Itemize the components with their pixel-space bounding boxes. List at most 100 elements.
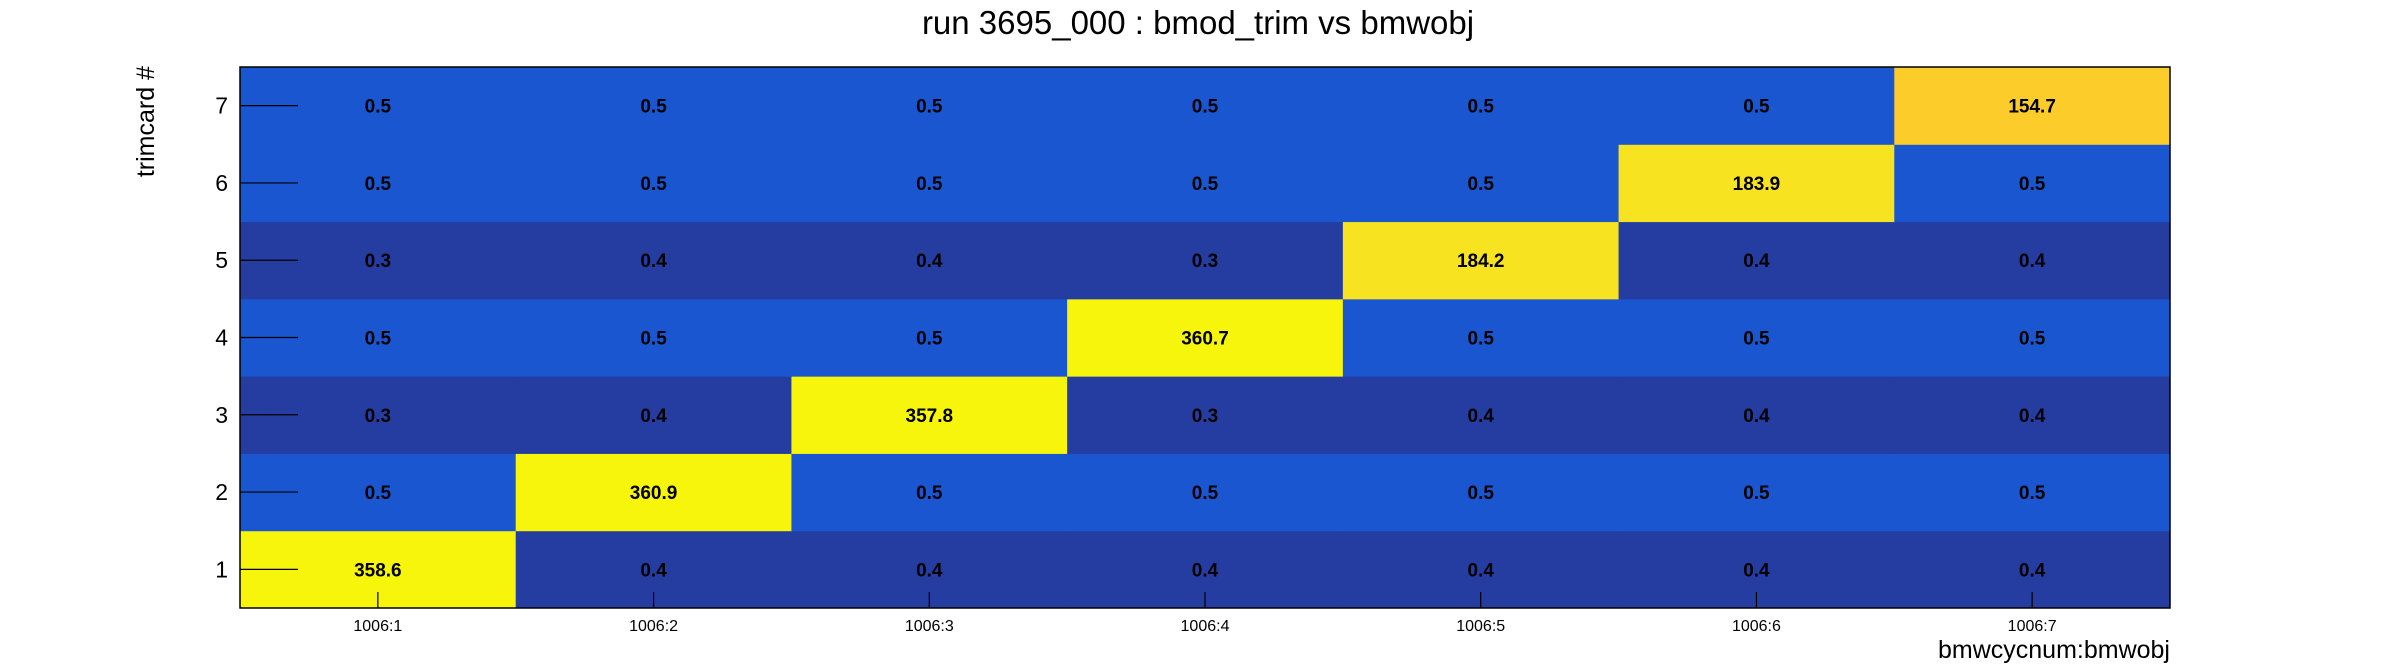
heatmap-cell [1342, 221, 1620, 300]
cell-value-label: 0.4 [1743, 406, 1770, 427]
heatmap-cell [515, 453, 792, 532]
cell-value-label: 0.4 [1468, 560, 1495, 581]
heatmap-cell [1894, 67, 2171, 145]
cell-value-label: 0.5 [365, 483, 392, 504]
heatmap-cell [1894, 376, 2171, 454]
cell-value-label: 0.5 [916, 174, 943, 195]
cell-value-label: 0.4 [1743, 560, 1770, 581]
y-tick-label: 2 [215, 479, 228, 505]
cell-value-label: 0.4 [916, 560, 943, 581]
heatmap-cell [1618, 144, 1895, 223]
heatmap-cell [1618, 453, 1895, 532]
x-tick-label: 1006:6 [1732, 618, 1781, 635]
cell-value-label: 0.4 [1743, 251, 1770, 272]
heatmap-cell [1342, 67, 1620, 145]
cell-value-label: 0.5 [1468, 483, 1495, 504]
chart-title: run 3695_000 : bmod_trim vs bmwobj [922, 4, 1474, 41]
heatmap-cell [1894, 144, 2171, 223]
x-tick-label: 1006:4 [1181, 618, 1230, 635]
cell-value-label: 0.5 [1192, 97, 1219, 118]
cell-value-label: 0.5 [1743, 329, 1770, 350]
x-tick-label: 1006:7 [2008, 618, 2057, 635]
cell-value-label: 0.5 [1743, 97, 1770, 118]
cell-value-label: 183.9 [1733, 174, 1781, 195]
heatmap-cell [1067, 298, 1344, 377]
cell-value-label: 0.4 [640, 251, 667, 272]
cell-value-label: 0.3 [1192, 251, 1218, 272]
x-tick-label: 1006:1 [353, 618, 402, 635]
heatmap-cell [515, 221, 792, 300]
y-tick-label: 5 [215, 247, 228, 273]
cell-value-label: 0.4 [2019, 406, 2046, 427]
heatmap-cell [1067, 144, 1344, 223]
heatmap-cell [791, 298, 1068, 377]
cell-value-label: 0.3 [1192, 406, 1218, 427]
heatmap-cell [791, 67, 1068, 145]
heatmap-cell [1894, 221, 2171, 300]
heatmap-cell [791, 453, 1068, 532]
cell-value-label: 360.9 [630, 483, 678, 504]
cell-value-label: 0.3 [365, 406, 391, 427]
y-tick-label: 6 [215, 170, 228, 196]
heatmap-cell [1342, 453, 1620, 532]
cell-value-label: 0.5 [916, 329, 943, 350]
heatmap-cell [1618, 221, 1895, 300]
x-axis-ticks: 1006:1 1006:2 1006:3 1006:4 1006:5 1006:6 1006… [353, 592, 2057, 635]
heatmap-cell [1618, 67, 1895, 145]
cell-value-label: 0.5 [640, 174, 667, 195]
cell-value-label: 0.5 [2019, 174, 2046, 195]
heatmap-cell-labels: 358.6 0.4 0.4 0.4 0.4 0.4 0.4 0.5 360.9 0.5 0.5 0.5… [354, 97, 2056, 582]
x-tick-label: 1006:2 [629, 618, 678, 635]
x-axis-title: bmwcycnum:bmwobj [1938, 636, 2170, 664]
x-tick-label: 1006:5 [1456, 618, 1505, 635]
cell-value-label: 0.4 [640, 560, 667, 581]
cell-value-label: 0.5 [1468, 97, 1495, 118]
y-tick-label: 3 [215, 402, 228, 428]
heatmap-cell [1067, 453, 1344, 532]
heatmap-cell [1067, 221, 1344, 300]
heatmap-cell [1894, 453, 2171, 532]
cell-value-label: 0.5 [2019, 483, 2046, 504]
heatmap-cell [1618, 376, 1895, 454]
heatmap-cell [1894, 298, 2171, 377]
cell-value-label: 0.3 [365, 251, 391, 272]
cell-value-label: 0.5 [2019, 329, 2046, 350]
x-tick-label: 1006:3 [905, 618, 954, 635]
cell-value-label: 357.8 [906, 406, 954, 427]
cell-value-label: 0.4 [1192, 560, 1219, 581]
cell-value-label: 0.4 [916, 251, 943, 272]
cell-value-label: 0.5 [1743, 483, 1770, 504]
y-axis-ticks: 1 2 3 4 5 6 7 [215, 93, 298, 582]
heatmap-cell [515, 298, 792, 377]
heatmap-cell [1342, 144, 1620, 223]
heatmap-cell [1342, 376, 1620, 454]
cell-value-label: 184.2 [1457, 251, 1505, 272]
heatmap-cell [791, 221, 1068, 300]
cell-value-label: 0.5 [365, 97, 392, 118]
heatmap-cell [1618, 298, 1895, 377]
cell-value-label: 0.5 [1468, 174, 1495, 195]
heatmap-cell [515, 67, 792, 145]
y-tick-label: 4 [215, 325, 228, 351]
y-tick-label: 7 [215, 93, 228, 119]
cell-value-label: 0.4 [2019, 560, 2046, 581]
cell-value-label: 0.5 [640, 329, 667, 350]
heatmap-cell [515, 376, 792, 454]
cell-value-label: 0.4 [640, 406, 667, 427]
heatmap-cell [791, 144, 1068, 223]
cell-value-label: 0.5 [365, 174, 392, 195]
y-tick-label: 1 [215, 556, 228, 582]
cell-value-label: 0.5 [365, 329, 392, 350]
cell-value-label: 0.4 [2019, 251, 2046, 272]
cell-value-label: 0.5 [916, 97, 943, 118]
cell-value-label: 0.4 [1468, 406, 1495, 427]
heatmap-cell [1342, 298, 1620, 377]
heatmap-cell [1067, 67, 1344, 145]
cell-value-label: 0.5 [1468, 329, 1495, 350]
heatmap-cell [791, 376, 1068, 454]
cell-value-label: 0.5 [1192, 483, 1219, 504]
heatmap-cells [240, 67, 2171, 609]
cell-value-label: 358.6 [354, 560, 402, 581]
heatmap-cell [515, 144, 792, 223]
